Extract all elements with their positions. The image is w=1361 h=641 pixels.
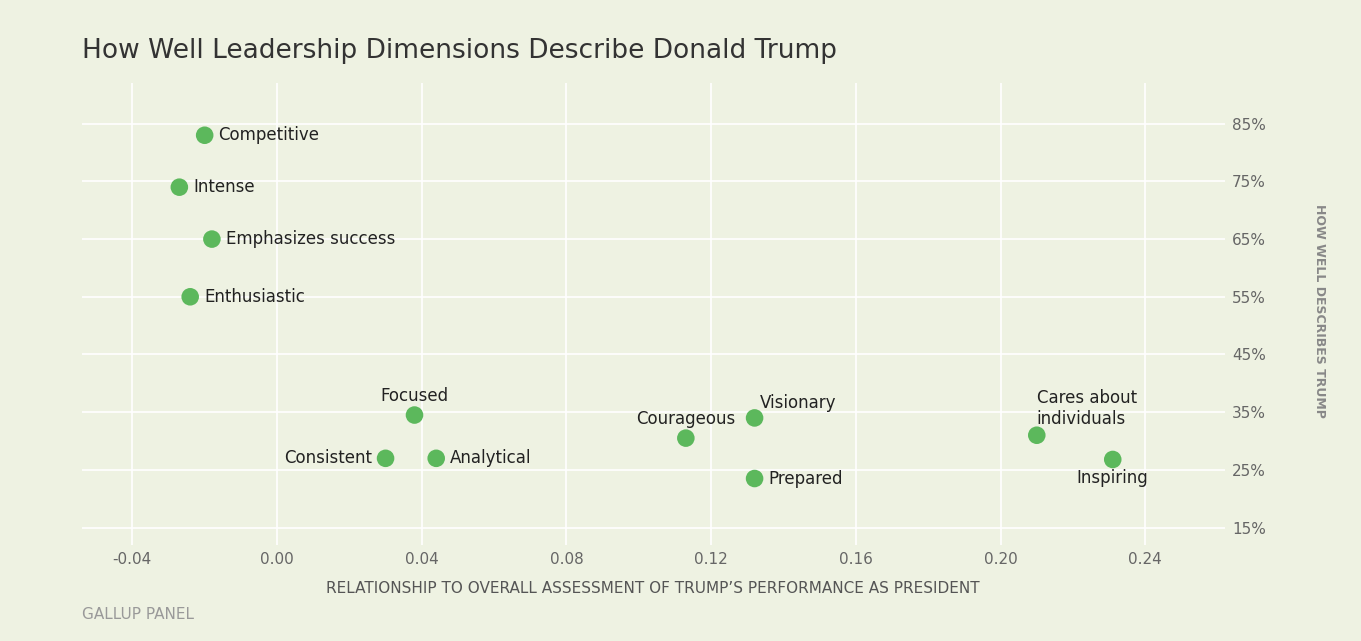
Text: Visionary: Visionary bbox=[761, 394, 837, 412]
Text: How Well Leadership Dimensions Describe Donald Trump: How Well Leadership Dimensions Describe … bbox=[82, 38, 837, 65]
Text: Inspiring: Inspiring bbox=[1077, 469, 1149, 487]
Point bbox=[426, 453, 448, 463]
Point bbox=[1026, 430, 1048, 440]
Point bbox=[675, 433, 697, 444]
Text: Consistent: Consistent bbox=[283, 449, 372, 467]
Text: GALLUP PANEL: GALLUP PANEL bbox=[82, 607, 193, 622]
Point bbox=[743, 413, 765, 423]
Text: Courageous: Courageous bbox=[636, 410, 735, 428]
Text: Emphasizes success: Emphasizes success bbox=[226, 230, 395, 248]
Text: Cares about
individuals: Cares about individuals bbox=[1037, 390, 1136, 428]
Point bbox=[201, 234, 223, 244]
Point bbox=[169, 182, 191, 192]
Text: Intense: Intense bbox=[193, 178, 255, 196]
Point bbox=[374, 453, 396, 463]
Point bbox=[743, 473, 765, 483]
Text: Focused: Focused bbox=[381, 387, 449, 405]
Text: HOW WELL DESCRIBES TRUMP: HOW WELL DESCRIBES TRUMP bbox=[1313, 204, 1327, 418]
Point bbox=[404, 410, 426, 420]
Text: Prepared: Prepared bbox=[769, 469, 842, 488]
X-axis label: RELATIONSHIP TO OVERALL ASSESSMENT OF TRUMP’S PERFORMANCE AS PRESIDENT: RELATIONSHIP TO OVERALL ASSESSMENT OF TR… bbox=[327, 581, 980, 595]
Text: Competitive: Competitive bbox=[219, 126, 320, 144]
Text: Enthusiastic: Enthusiastic bbox=[204, 288, 305, 306]
Point bbox=[180, 292, 201, 302]
Point bbox=[193, 130, 215, 140]
Point bbox=[1102, 454, 1124, 465]
Text: Analytical: Analytical bbox=[450, 449, 532, 467]
